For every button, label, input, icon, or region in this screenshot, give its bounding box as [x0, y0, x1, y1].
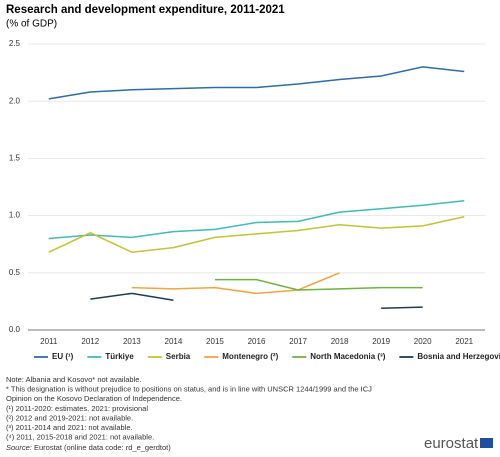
- x-tick-label: 2020: [414, 337, 432, 346]
- source: Eurostat (online data code: rd_e_gerdtot…: [34, 443, 171, 452]
- note: Note: Albania and Kosovo* not available.: [6, 375, 142, 384]
- note: * This designation is without prejudice …: [6, 385, 372, 394]
- data-line: [48, 216, 465, 253]
- logo: eurostat: [424, 435, 479, 452]
- chart-subtitle: (% of GDP): [6, 19, 57, 30]
- note: (⁴) 2011, 2015-2018 and 2021: not availa…: [6, 433, 154, 442]
- x-tick-label: 2011: [40, 337, 58, 346]
- data-line: [214, 278, 423, 291]
- x-tick-label: 2017: [289, 337, 307, 346]
- y-tick-label: 1.5: [9, 154, 21, 163]
- legend-label: Serbia: [166, 352, 191, 361]
- x-tick-label: 2012: [81, 337, 99, 346]
- x-tick-label: 2019: [372, 337, 390, 346]
- note: (³) 2011-2014 and 2021: not available.: [6, 423, 133, 432]
- legend-label: EU (¹): [52, 352, 74, 361]
- data-line: [48, 66, 465, 100]
- legend-label: Bosnia and Herzegovina (⁴): [417, 352, 500, 361]
- chart-title: Research and development expenditure, 20…: [6, 4, 285, 16]
- x-tick-label: 2016: [248, 337, 266, 346]
- x-tick-label: 2014: [165, 337, 183, 346]
- x-tick-label: 2015: [206, 337, 224, 346]
- data-line: [48, 199, 465, 240]
- x-tick-label: 2013: [123, 337, 141, 346]
- y-tick-label: 1.0: [9, 211, 21, 220]
- x-tick-label: 2021: [455, 337, 473, 346]
- data-line: [131, 272, 340, 295]
- legend-label: Montenegro (²): [222, 352, 278, 361]
- note: Opinion on the Kosovo Declaration of Ind…: [6, 394, 182, 403]
- legend-label: North Macedonia (³): [310, 352, 385, 361]
- legend-label: Türkiye: [105, 352, 134, 361]
- y-tick-label: 2.5: [9, 39, 21, 48]
- y-tick-label: 0.0: [9, 325, 21, 334]
- y-tick-label: 0.5: [9, 268, 21, 277]
- logo-flag: [480, 438, 493, 448]
- note: (¹) 2011-2020: estimates. 2021: provisio…: [6, 404, 148, 413]
- note: (²) 2012 and 2019-2021: not available.: [6, 413, 133, 422]
- x-tick-label: 2018: [331, 337, 349, 346]
- source-label: Source:: [6, 443, 32, 452]
- data-line: [90, 292, 423, 310]
- y-tick-label: 2.0: [9, 96, 21, 105]
